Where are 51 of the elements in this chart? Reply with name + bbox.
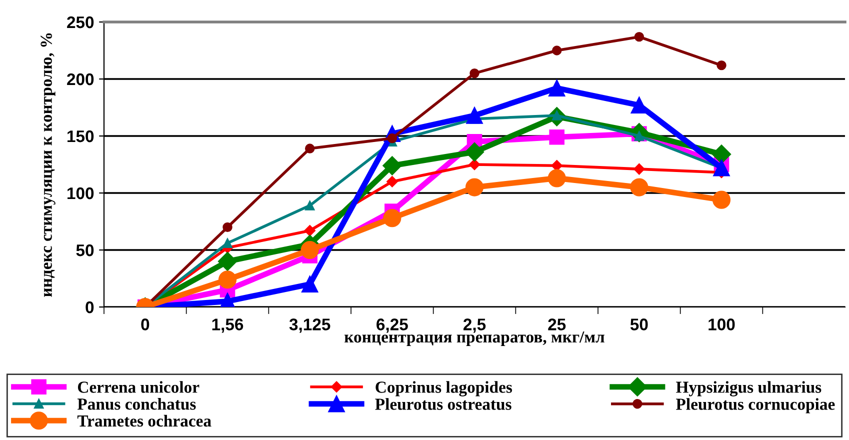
- point: [712, 144, 732, 164]
- y-tick-label: 250: [67, 16, 94, 28]
- point: [549, 130, 564, 145]
- x-tick-label: 1,56: [212, 318, 244, 333]
- legend-label: Pleurotus ostreatus: [375, 398, 512, 410]
- point: [634, 163, 645, 175]
- point: [464, 142, 484, 162]
- legend-label: Coprinus lagopides: [376, 381, 512, 396]
- point: [716, 60, 726, 70]
- legend-label: Cerrena unicolor: [78, 381, 200, 393]
- x-tick-label: 6,25: [376, 318, 408, 333]
- x-tick-label: 2,5: [463, 318, 486, 333]
- x-tick-label: 25: [548, 318, 566, 330]
- point: [218, 252, 238, 271]
- x-tick-label: 3,125: [289, 318, 330, 333]
- point: [300, 240, 319, 260]
- point: [382, 156, 402, 176]
- x-tick-label: 100: [708, 318, 735, 330]
- point: [470, 68, 480, 78]
- point: [383, 209, 402, 228]
- point: [634, 32, 644, 42]
- y-tick-label: 0: [86, 301, 94, 314]
- x-tick-label: 0: [141, 318, 150, 330]
- point: [304, 144, 315, 154]
- point: [713, 160, 730, 176]
- point: [386, 176, 398, 188]
- x-tick-label: 50: [630, 318, 648, 330]
- point: [222, 238, 232, 248]
- legend-label: Trametes ochracea: [77, 414, 212, 427]
- point: [548, 169, 566, 188]
- point: [712, 190, 731, 209]
- point: [466, 107, 483, 124]
- legend-label: Hypsizigus ulmarius: [676, 381, 822, 396]
- point: [468, 158, 480, 170]
- y-axis-title: индекс стимуляции к контролю, %: [40, 33, 56, 297]
- point: [304, 200, 315, 210]
- point: [218, 270, 237, 289]
- point: [304, 225, 316, 236]
- point: [630, 178, 648, 196]
- legend-label: Panus conchatus: [77, 398, 196, 410]
- legend-label: Pleurotus cornucopiae: [676, 398, 835, 414]
- y-tick-label: 150: [68, 130, 94, 142]
- point: [222, 222, 232, 232]
- y-tick-label: 100: [68, 187, 94, 200]
- y-tick-label: 50: [76, 244, 94, 256]
- point: [548, 80, 566, 96]
- point: [630, 96, 648, 114]
- point: [552, 46, 562, 56]
- point: [302, 276, 318, 293]
- point: [465, 178, 484, 196]
- y-tick-label: 200: [67, 73, 94, 86]
